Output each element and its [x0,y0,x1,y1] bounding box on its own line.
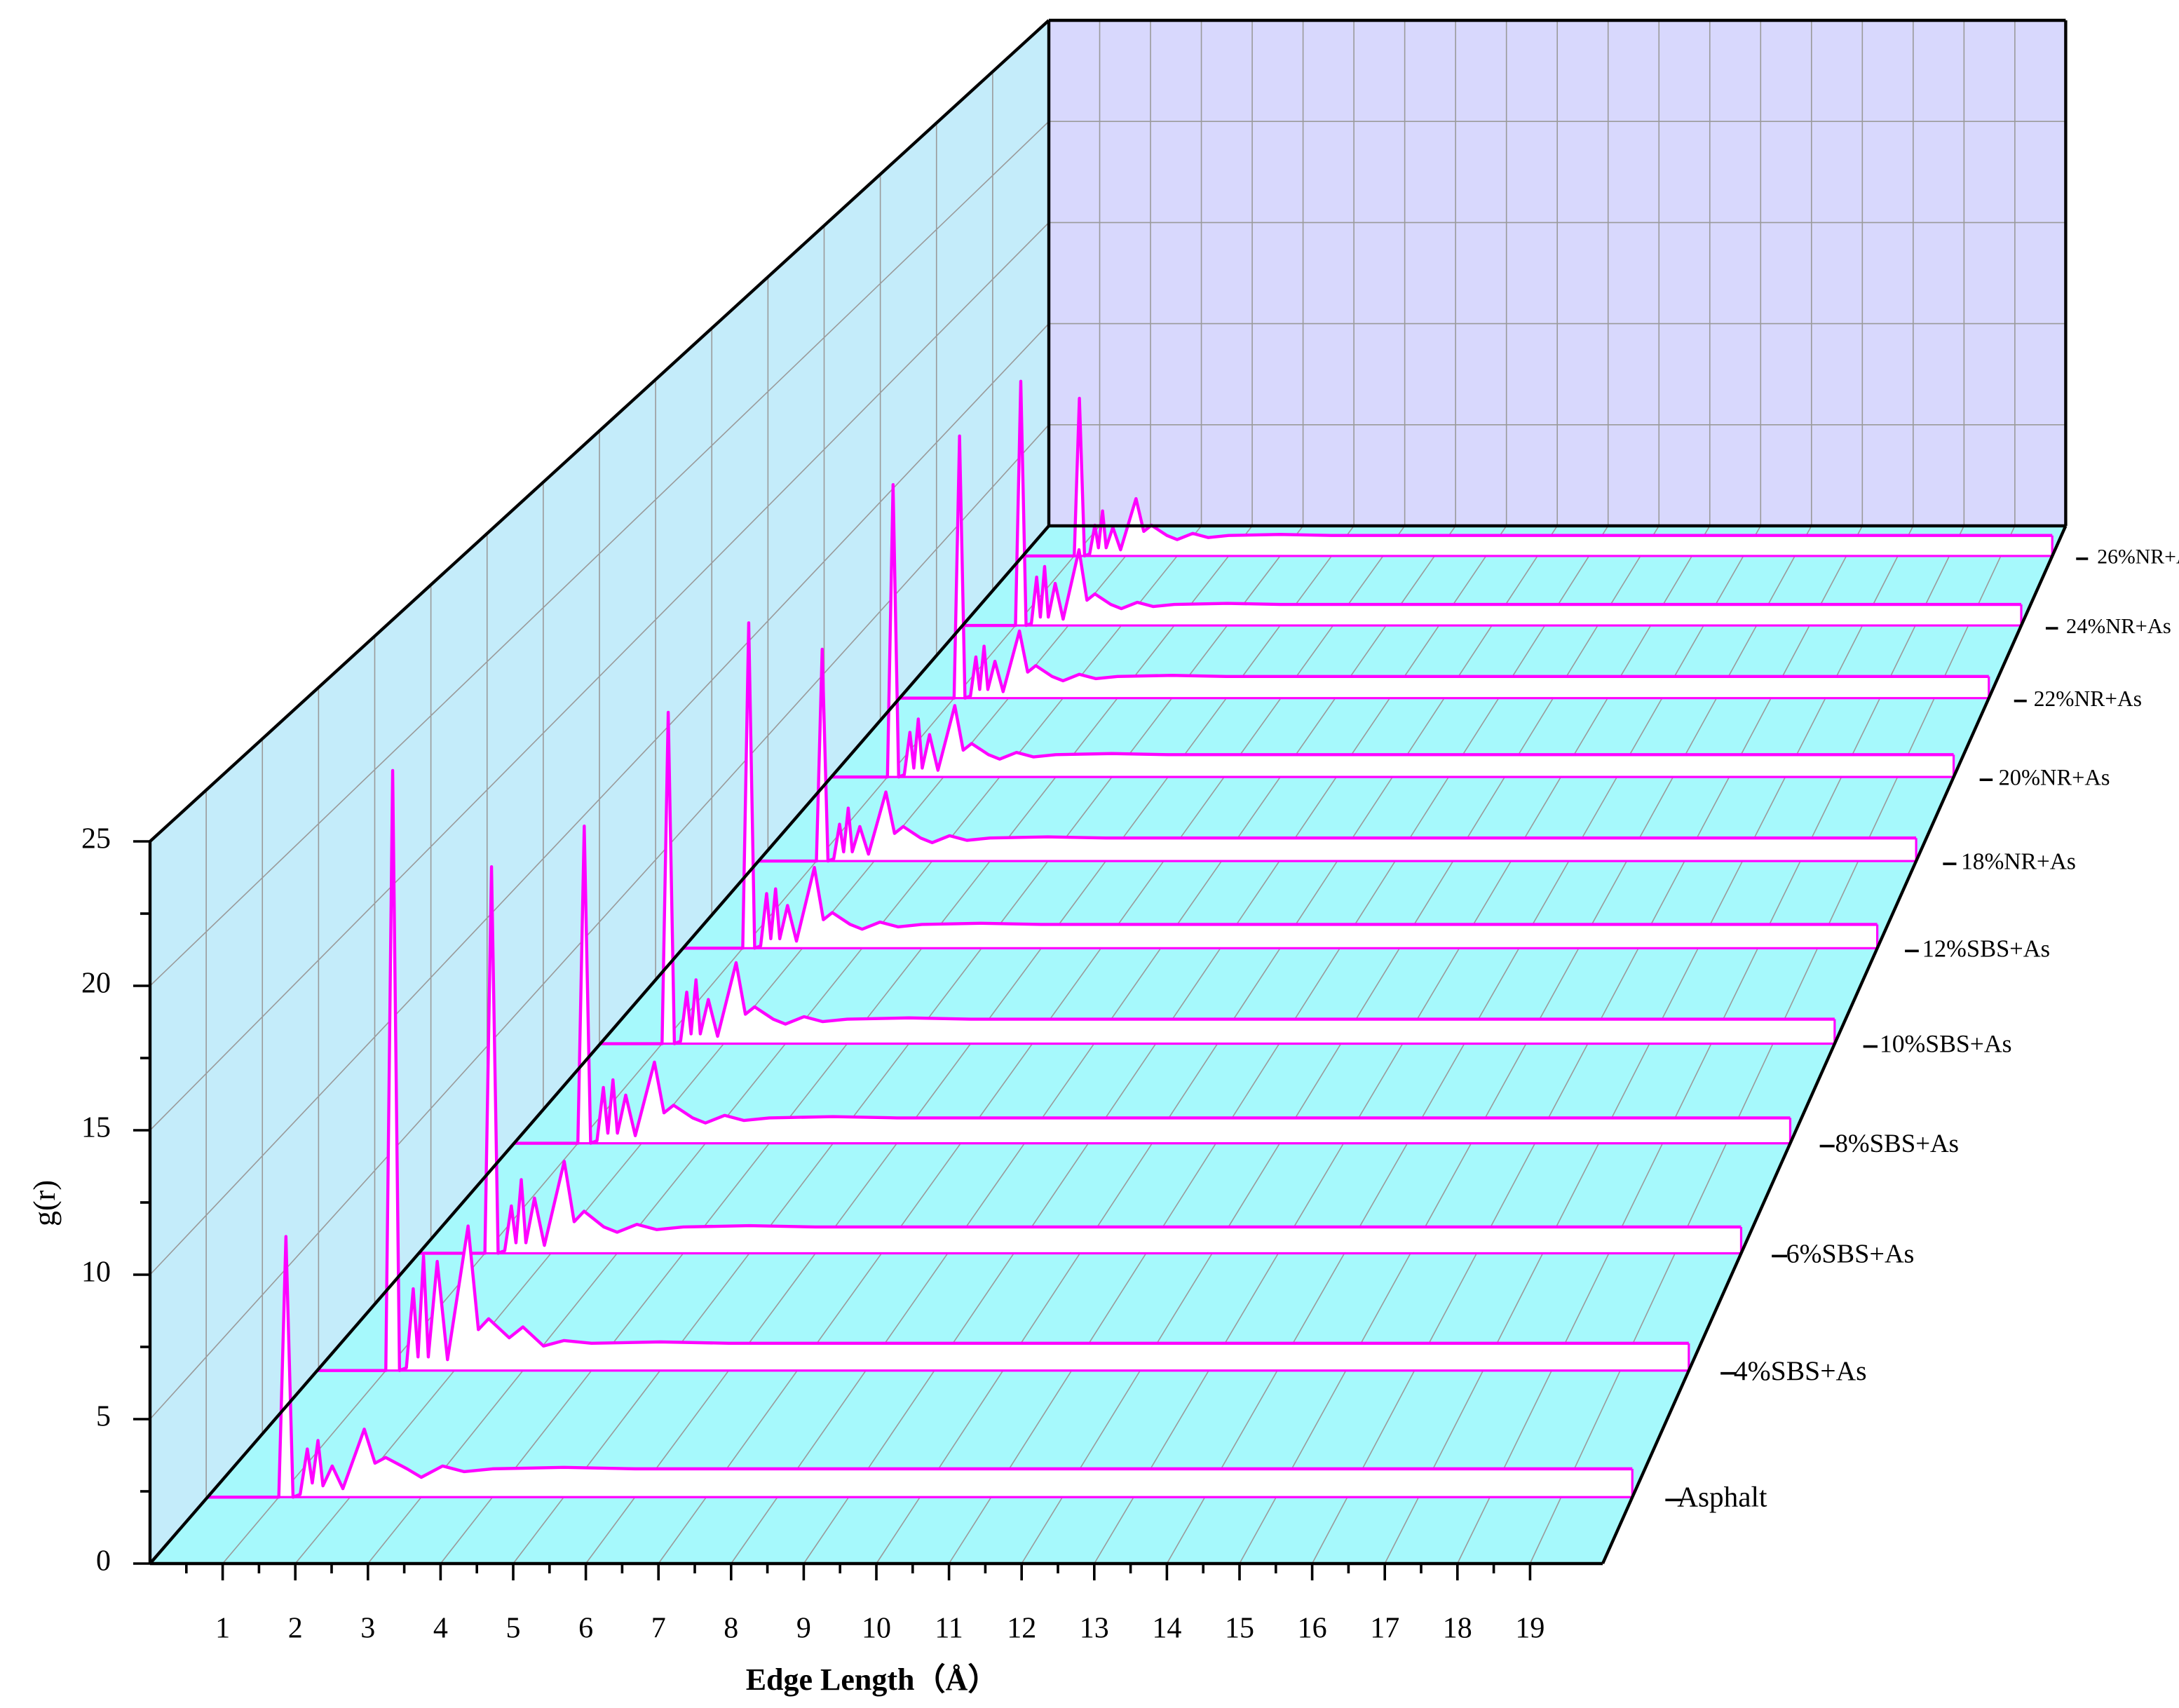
y-tick-label: 15 [81,1112,111,1144]
x-tick-label: 15 [1225,1613,1254,1645]
y-tick-label: 20 [81,968,111,1000]
ribbon-fill [758,649,1917,862]
y-tick-label: 10 [81,1256,111,1289]
y-tick-label: 0 [96,1545,111,1578]
series-line [900,434,1989,700]
series-label: 10%SBS+As [1880,1030,2012,1058]
x-tick-label: 14 [1152,1613,1181,1645]
series-line [683,621,1878,950]
series-label: 26%NR+As [2097,545,2179,569]
y-axis-label: g(r) [27,1180,62,1226]
x-tick-label: 13 [1080,1613,1109,1645]
x-tick-label: 4 [433,1613,448,1645]
wall-edge [149,19,1050,843]
series-label: Asphalt [1677,1481,1767,1513]
x-tick-label: 2 [288,1613,303,1645]
y-tick-label: 5 [96,1401,111,1433]
grid-line [149,424,1050,1420]
grid-line [149,323,1050,1275]
y-tick-label: 25 [81,823,111,855]
ribbon-fill [1022,398,2053,556]
x-tick-label: 3 [360,1613,375,1645]
x-tick-label: 6 [578,1613,593,1645]
series-line [419,865,1742,1255]
series-line [208,1235,1633,1499]
grid-line [149,222,1050,1131]
series-label: 6%SBS+As [1786,1239,1914,1268]
series-line [600,710,1835,1045]
series-label: 12%SBS+As [1922,935,2051,962]
series-label: 22%NR+As [2034,686,2142,711]
x-tick-label: 16 [1298,1613,1327,1645]
series-label: 20%NR+As [1999,766,2110,791]
x-tick-label: 5 [506,1613,521,1645]
x-tick-label: 19 [1515,1613,1545,1645]
x-tick-label: 10 [862,1613,891,1645]
series-label: 4%SBS+As [1734,1355,1867,1386]
x-tick-label: 11 [935,1613,963,1645]
series-line [758,647,1917,863]
z-axis [1601,525,2068,1564]
x-tick-label: 12 [1007,1613,1036,1645]
series-line [962,379,2021,628]
x-tick-label: 17 [1370,1613,1399,1645]
series-label: 8%SBS+As [1835,1129,1959,1158]
series-label: 24%NR+As [2066,614,2171,638]
x-tick-label: 7 [651,1613,666,1645]
wall-edge [149,524,1050,1565]
grid-line [149,121,1050,987]
x-tick-label: 9 [796,1613,811,1645]
series-line [831,482,1954,779]
series-line [317,768,1689,1372]
x-tick-label: 18 [1443,1613,1472,1645]
series-line [514,824,1791,1145]
x-tick-label: 1 [215,1613,230,1645]
x-tick-label: 8 [724,1613,738,1645]
x-axis-label: Edge Length（Å） [746,1662,999,1697]
series-label: 18%NR+As [1961,849,2076,875]
